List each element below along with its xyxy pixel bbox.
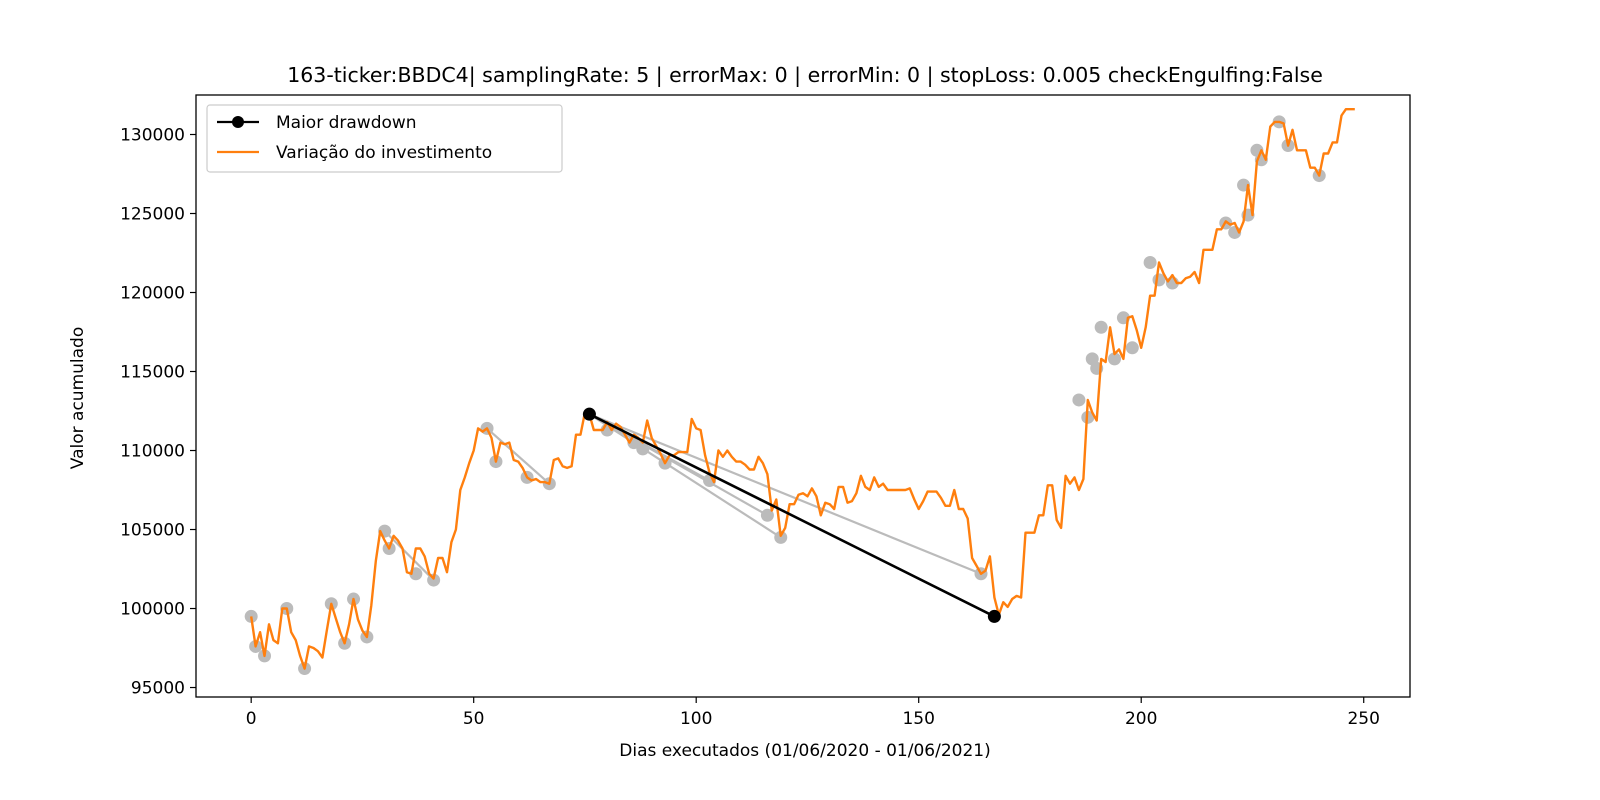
drawdown-candidate-line: [588, 413, 768, 517]
extremum-point: [1094, 320, 1108, 334]
extremum-point: [636, 442, 650, 456]
max-drawdown-point: [582, 407, 596, 421]
legend-drawdown-marker: [232, 116, 244, 128]
drawdown-candidate-line: [486, 427, 551, 485]
legend: Maior drawdown Variação do investimento: [206, 104, 563, 173]
investment-line: [250, 107, 1355, 670]
y-tick-label: 100000: [120, 600, 185, 620]
legend-investment-label: Variação do investimento: [276, 143, 492, 163]
drawdown-candidate-line: [588, 413, 782, 539]
x-tick-label: 250: [1347, 709, 1379, 729]
x-axis-label: Dias executados (01/06/2020 - 01/06/2021…: [619, 741, 990, 761]
x-tick-label: 150: [902, 709, 934, 729]
extremum-point: [1125, 341, 1139, 355]
x-tick-label: 50: [463, 709, 485, 729]
legend-box: [206, 104, 563, 173]
extremum-point: [760, 508, 774, 522]
extremum-point: [1143, 255, 1157, 269]
y-tick-label: 105000: [120, 521, 185, 541]
axes: 0 50 100 150 200 250 95000 100000 105000 110000 11…: [120, 94, 1411, 729]
y-tick-label: 115000: [120, 363, 185, 383]
y-tick-label: 130000: [120, 126, 185, 146]
extremum-point: [774, 530, 788, 544]
plot-area: [244, 107, 1355, 676]
x-tick-label: 0: [246, 709, 257, 729]
y-tick-label: 95000: [131, 679, 185, 699]
max-drawdown-point: [987, 609, 1001, 623]
x-tick-label: 200: [1125, 709, 1157, 729]
axes-frame: [195, 94, 1411, 698]
max-drawdown-line: [588, 413, 995, 618]
y-tick-label: 110000: [120, 442, 185, 462]
extremum-point: [427, 573, 441, 587]
extremum-point: [1108, 352, 1122, 366]
y-tick-label: 120000: [120, 284, 185, 304]
y-axis-label: Valor acumulado: [68, 327, 88, 469]
y-tick-label: 125000: [120, 205, 185, 225]
x-tick-label: 100: [680, 709, 712, 729]
chart-title: 163-ticker:BBDC4| samplingRate: 5 | erro…: [287, 63, 1323, 88]
extremum-point: [1072, 393, 1086, 407]
legend-drawdown-label: Maior drawdown: [276, 113, 417, 133]
